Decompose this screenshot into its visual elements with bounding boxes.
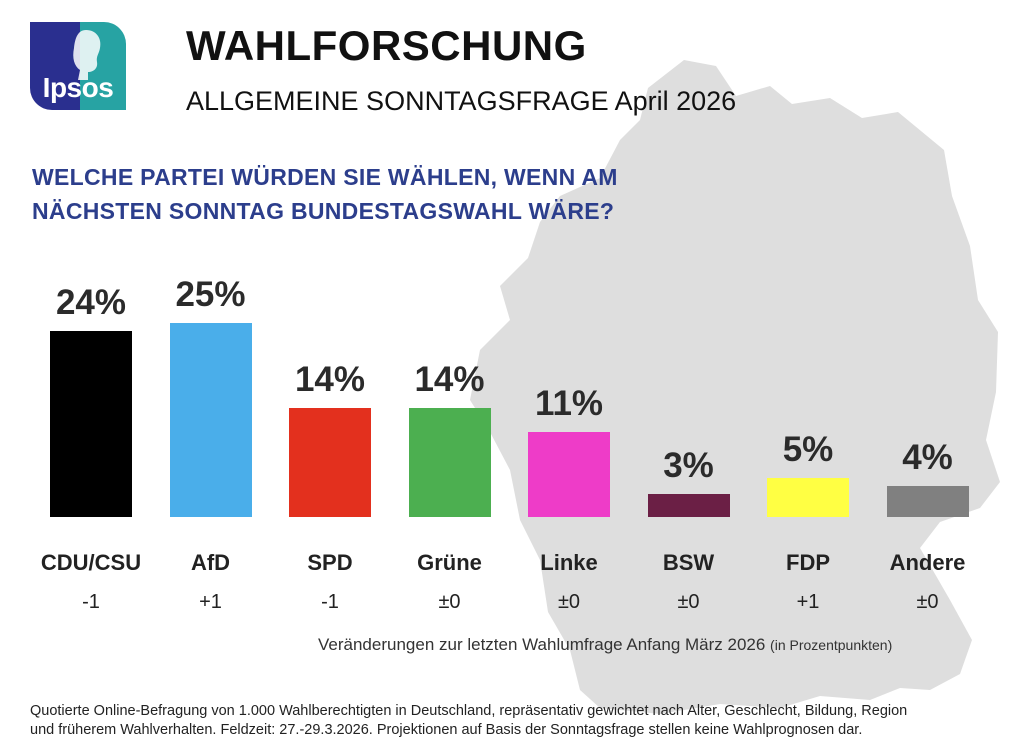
bar-6 [647, 494, 730, 517]
bar-value-label: 14% [414, 360, 485, 399]
change-label: +1 [199, 591, 222, 613]
survey-question: WELCHE PARTEI WÜRDEN SIE WÄHLEN, WENN AM… [32, 160, 732, 228]
change-label: ±0 [438, 591, 461, 613]
bar-7 [767, 478, 849, 517]
logo-text: Ipsos [42, 72, 114, 103]
party-label: Grüne [417, 550, 482, 575]
bar-value-label: 5% [782, 430, 834, 469]
bar-4 [408, 408, 491, 517]
changes-note-text: Veränderungen zur letzten Wahlumfrage An… [318, 635, 766, 654]
change-label: ±0 [916, 591, 939, 613]
bar-5 [528, 432, 610, 517]
party-label: FDP [786, 550, 830, 575]
bar-3 [289, 408, 371, 517]
footer-line-2: und früherem Wahlverhalten. Feldzeit: 27… [30, 722, 863, 738]
footer-line-1: Quotierte Online-Befragung von 1.000 Wah… [30, 703, 908, 719]
page-title: WAHLFORSCHUNG [186, 22, 587, 69]
party-label: BSW [662, 550, 715, 575]
change-label: -1 [82, 591, 100, 613]
bar-8 [886, 486, 969, 517]
change-label: ±0 [557, 591, 581, 613]
changes-note: Veränderungen zur letzten Wahlumfrage An… [318, 635, 892, 655]
ipsos-logo: Ipsos [30, 22, 126, 110]
change-label: +1 [796, 591, 820, 613]
bar-2 [169, 323, 252, 517]
party-label: CDU/CSU [40, 550, 142, 575]
party-label: AfD [190, 550, 231, 575]
bar-value-label: 14% [294, 360, 366, 399]
party-label: Linke [540, 550, 598, 575]
change-label: -1 [321, 591, 339, 613]
bar-value-label: 25% [175, 275, 246, 314]
bar-value-label: 3% [663, 446, 714, 485]
bar-value-label: 11% [534, 384, 604, 423]
bar-value-label: 24% [55, 283, 127, 322]
bar-value-label: 4% [902, 438, 953, 477]
profile-head-icon [73, 30, 101, 80]
page-subtitle: ALLGEMEINE SONNTAGSFRAGE April 2026 [186, 86, 737, 116]
changes-note-unit: (in Prozentpunkten) [770, 637, 893, 653]
question-line-1: WELCHE PARTEI WÜRDEN SIE WÄHLEN, WENN AM [32, 164, 618, 190]
party-label: Andere [889, 550, 966, 575]
question-line-2: NÄCHSTEN SONNTAG BUNDESTAGSWAHL WÄRE? [32, 198, 615, 224]
methodology-footer: Quotierte Online-Befragung von 1.000 Wah… [30, 702, 1000, 740]
change-label: ±0 [677, 591, 700, 613]
party-label: SPD [307, 550, 353, 575]
bar-1 [50, 331, 132, 517]
